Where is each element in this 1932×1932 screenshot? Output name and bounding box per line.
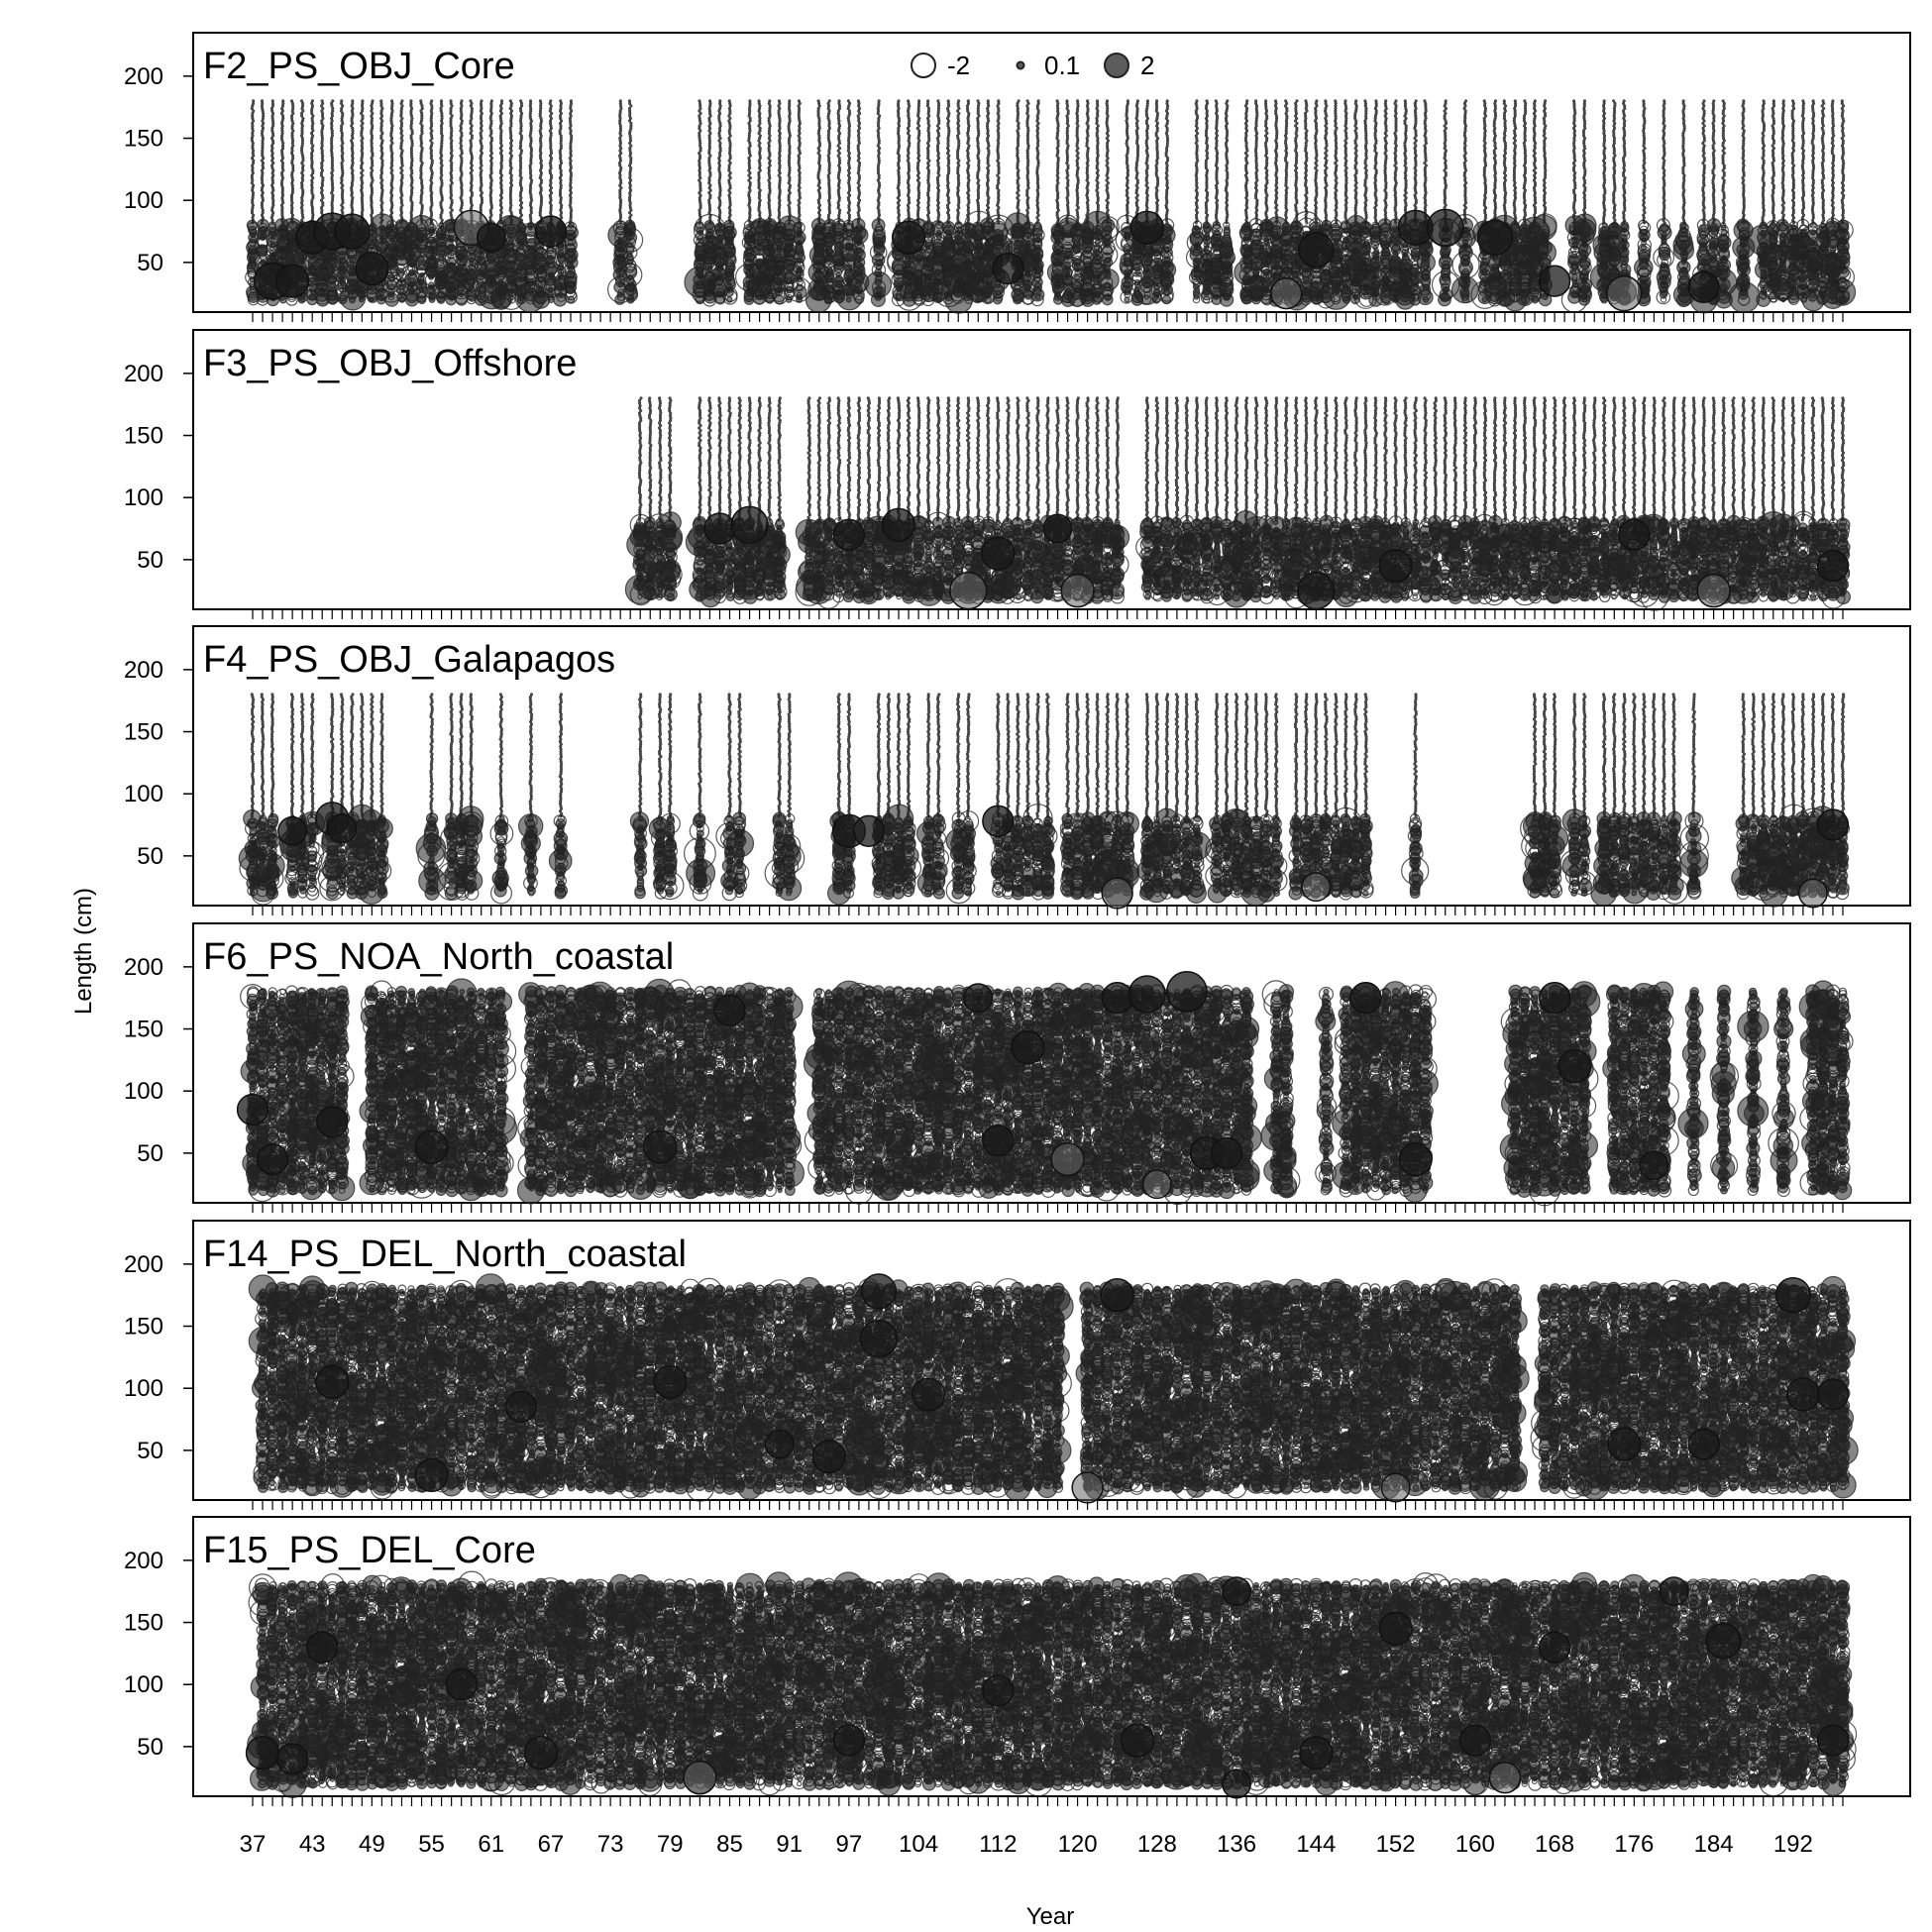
bubble bbox=[311, 107, 314, 110]
bubble bbox=[330, 266, 335, 270]
bubble bbox=[340, 100, 343, 103]
bubble bbox=[290, 181, 293, 184]
bubble bbox=[300, 100, 303, 103]
bubble bbox=[281, 100, 284, 103]
bubble bbox=[291, 145, 294, 148]
bubble bbox=[340, 181, 343, 184]
bubble bbox=[261, 100, 264, 103]
bubble bbox=[362, 100, 365, 103]
bubble bbox=[321, 181, 324, 184]
bubble bbox=[331, 100, 334, 103]
y-tick-label: 50 bbox=[137, 250, 163, 276]
bubble bbox=[290, 219, 293, 222]
bubble bbox=[280, 181, 283, 184]
bubble bbox=[262, 219, 265, 222]
panels-group: F2_PS_OBJ_Core50100150200F3_PS_OBJ_Offsh… bbox=[124, 33, 1910, 1806]
bubble bbox=[290, 100, 293, 103]
bubble bbox=[311, 100, 314, 103]
bubble bbox=[301, 107, 304, 110]
panel-title: F2_PS_OBJ_Core bbox=[203, 46, 515, 87]
bubble bbox=[251, 181, 254, 184]
y-tick-label: 200 bbox=[124, 63, 163, 90]
panel-F2_PS_OBJ_Core: F2_PS_OBJ_Core 50 100 150 200 bbox=[124, 33, 1910, 322]
bubble bbox=[361, 181, 364, 184]
y-tick-label: 150 bbox=[124, 126, 163, 153]
bubble bbox=[252, 100, 255, 103]
bubble bbox=[362, 107, 365, 110]
bubble bbox=[321, 100, 324, 103]
bubble bbox=[351, 100, 354, 103]
bubble bbox=[271, 100, 274, 103]
y-tick-label: 100 bbox=[124, 187, 163, 214]
bubble bbox=[251, 107, 254, 110]
